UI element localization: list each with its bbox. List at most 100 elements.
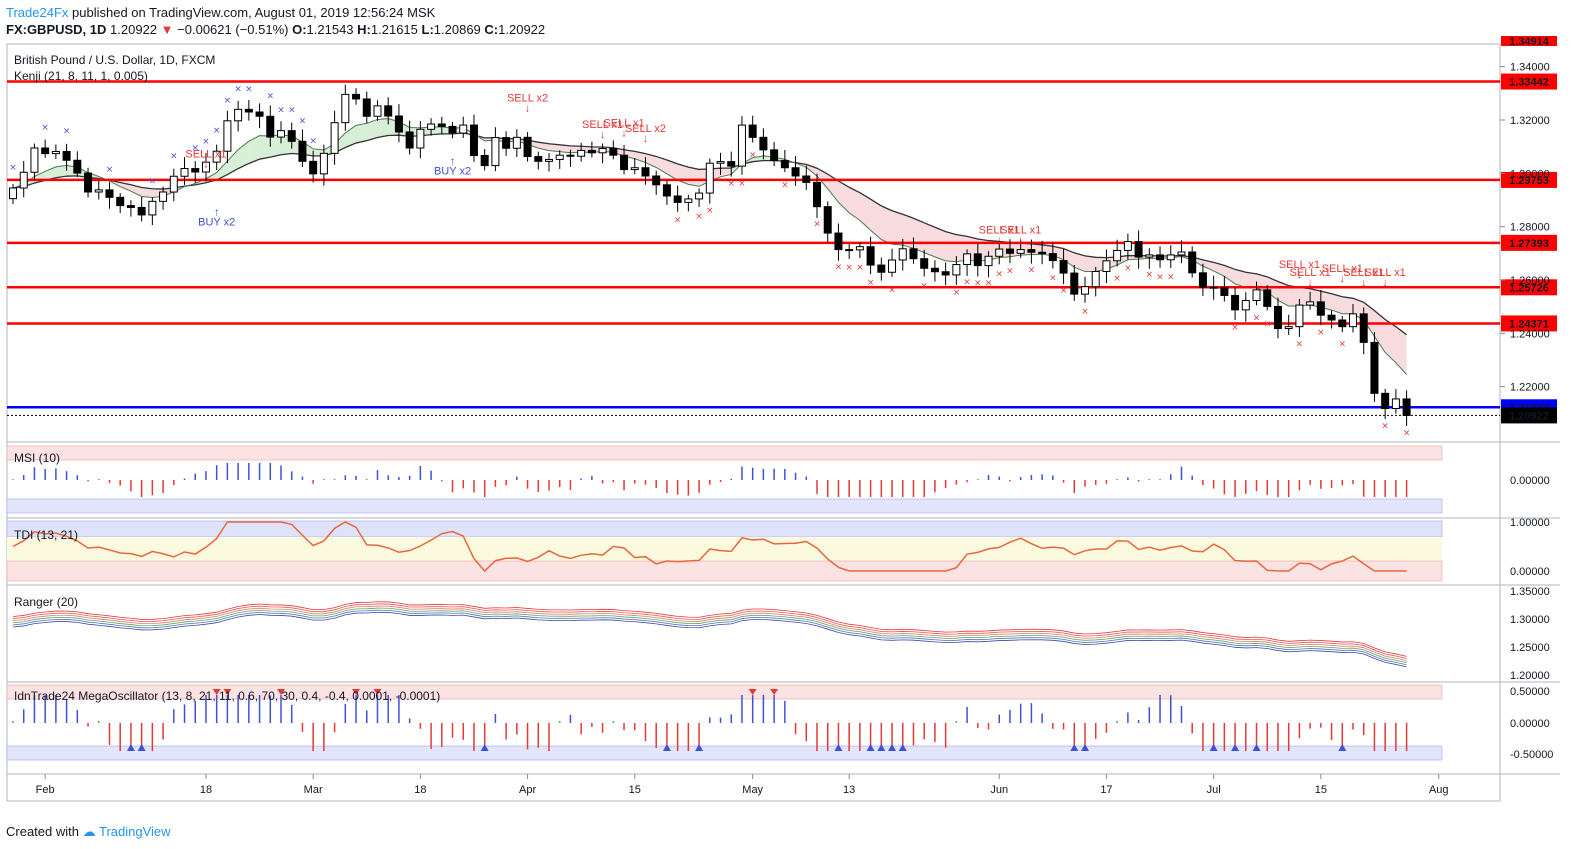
- candle[interactable]: [1145, 248, 1154, 269]
- candle[interactable]: [673, 185, 682, 212]
- candle[interactable]: [116, 193, 125, 214]
- candle[interactable]: [1381, 388, 1390, 420]
- candle[interactable]: [9, 184, 17, 204]
- candle[interactable]: [695, 188, 704, 207]
- candle[interactable]: [898, 239, 907, 271]
- candle[interactable]: [427, 118, 436, 136]
- candle[interactable]: [94, 180, 103, 200]
- candle[interactable]: [459, 116, 468, 138]
- candle[interactable]: [1038, 240, 1047, 265]
- candle[interactable]: [330, 110, 339, 165]
- candle[interactable]: [180, 157, 189, 185]
- candle[interactable]: [287, 122, 296, 149]
- candle[interactable]: [362, 91, 371, 124]
- candle[interactable]: [169, 168, 178, 202]
- candle[interactable]: [19, 160, 28, 198]
- candle[interactable]: [1102, 249, 1111, 284]
- candle[interactable]: [159, 186, 168, 210]
- candle[interactable]: [30, 143, 39, 180]
- candle[interactable]: [502, 131, 511, 156]
- tradingview-logo-icon[interactable]: ☁: [82, 824, 96, 839]
- candle[interactable]: [727, 151, 736, 177]
- candle[interactable]: [662, 180, 671, 205]
- candle[interactable]: [1081, 276, 1089, 303]
- candle[interactable]: [952, 256, 961, 285]
- candle[interactable]: [469, 114, 478, 162]
- candle[interactable]: [373, 100, 382, 121]
- candle[interactable]: [62, 143, 71, 171]
- candle[interactable]: [191, 161, 200, 183]
- candle[interactable]: [1402, 390, 1411, 426]
- candle[interactable]: [309, 150, 318, 183]
- candle[interactable]: [255, 103, 264, 129]
- candle[interactable]: [909, 237, 918, 264]
- candle[interactable]: [1295, 298, 1304, 337]
- candle[interactable]: [984, 251, 993, 278]
- candle[interactable]: [1113, 239, 1122, 267]
- candle[interactable]: [491, 127, 500, 172]
- candle[interactable]: [748, 115, 757, 143]
- candle[interactable]: [1263, 285, 1272, 311]
- candle[interactable]: [534, 151, 543, 170]
- candle[interactable]: [448, 121, 457, 139]
- candle[interactable]: [1359, 307, 1368, 355]
- tradingview-brand[interactable]: TradingView: [99, 824, 171, 839]
- candle[interactable]: [1231, 287, 1240, 320]
- candle[interactable]: [1370, 332, 1379, 402]
- candle[interactable]: [1198, 263, 1207, 296]
- candle[interactable]: [888, 248, 897, 277]
- candle[interactable]: [609, 140, 618, 160]
- candle[interactable]: [1349, 304, 1357, 333]
- candle[interactable]: [566, 149, 575, 167]
- candle[interactable]: [1027, 239, 1036, 264]
- candle[interactable]: [1188, 246, 1197, 278]
- candle[interactable]: [780, 149, 789, 173]
- candle[interactable]: [523, 132, 532, 162]
- candle[interactable]: [84, 167, 93, 198]
- candle[interactable]: [41, 139, 50, 158]
- candle[interactable]: [941, 262, 950, 286]
- candle[interactable]: [1209, 275, 1218, 300]
- candle[interactable]: [823, 201, 832, 243]
- candle[interactable]: [705, 158, 714, 204]
- candle[interactable]: [1273, 297, 1282, 339]
- candle[interactable]: [1134, 230, 1143, 269]
- candle[interactable]: [813, 173, 821, 218]
- candle[interactable]: [319, 144, 328, 186]
- candle[interactable]: [1177, 240, 1186, 264]
- candle[interactable]: [577, 142, 586, 162]
- candle[interactable]: [845, 244, 854, 259]
- candle[interactable]: [920, 249, 929, 277]
- candle[interactable]: [201, 152, 210, 182]
- candle[interactable]: [1070, 264, 1079, 301]
- candle[interactable]: [352, 88, 361, 105]
- candle[interactable]: [1005, 239, 1014, 264]
- candle[interactable]: [1048, 242, 1057, 269]
- candle[interactable]: [1316, 290, 1325, 326]
- candle[interactable]: [148, 197, 157, 226]
- candle[interactable]: [930, 260, 939, 282]
- candle[interactable]: [1252, 281, 1261, 306]
- candle[interactable]: [684, 194, 693, 212]
- candle[interactable]: [1241, 292, 1250, 322]
- candle[interactable]: [234, 100, 243, 132]
- candle[interactable]: [759, 128, 768, 160]
- candle[interactable]: [1016, 239, 1025, 258]
- candle[interactable]: [973, 243, 982, 277]
- candle[interactable]: [866, 236, 875, 275]
- candle[interactable]: [1338, 315, 1347, 333]
- candle[interactable]: [995, 240, 1004, 265]
- candle[interactable]: [716, 152, 725, 175]
- candle[interactable]: [73, 151, 82, 178]
- candle[interactable]: [51, 144, 60, 160]
- candle[interactable]: [1123, 233, 1132, 260]
- candle[interactable]: [1220, 275, 1229, 302]
- candle[interactable]: [1284, 314, 1293, 335]
- candle[interactable]: [416, 121, 425, 159]
- candle[interactable]: [641, 157, 650, 185]
- candle[interactable]: [1391, 389, 1400, 414]
- candle[interactable]: [1091, 266, 1100, 297]
- candle[interactable]: [298, 129, 307, 167]
- candle[interactable]: [555, 150, 564, 169]
